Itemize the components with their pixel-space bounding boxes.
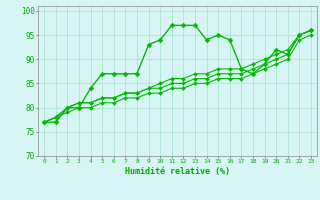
X-axis label: Humidité relative (%): Humidité relative (%) — [125, 167, 230, 176]
